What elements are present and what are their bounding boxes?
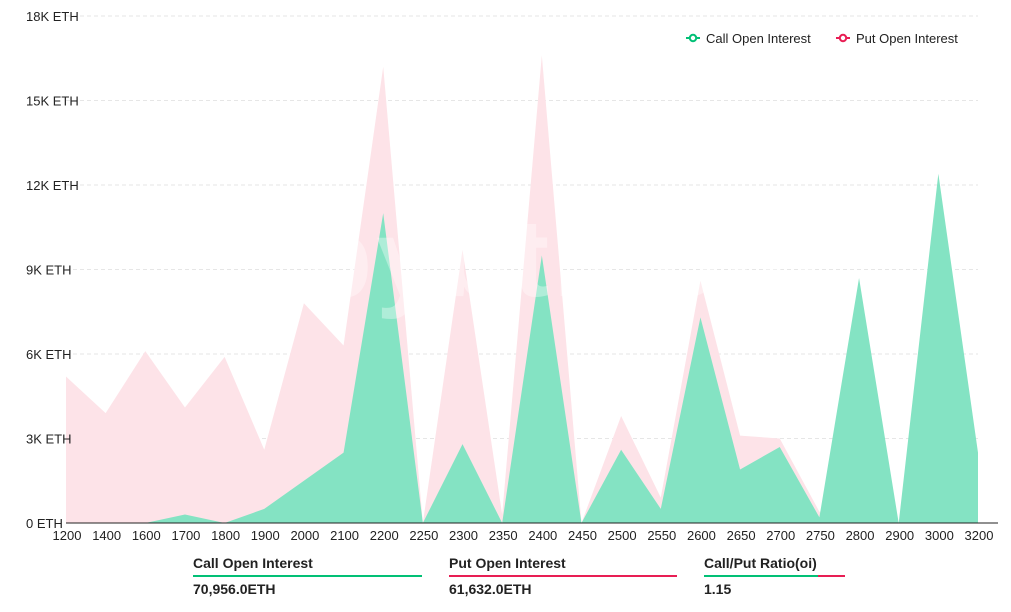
y-tick-label: 12K ETH	[26, 178, 79, 193]
x-tick-label: 1900	[251, 528, 280, 543]
call-oi-label: Call Open Interest	[193, 555, 313, 571]
x-tick-label: 2800	[846, 528, 875, 543]
x-tick-label: 2000	[290, 528, 319, 543]
y-tick-label: 9K ETH	[26, 263, 72, 278]
put-oi-area	[66, 55, 978, 523]
x-tick-label: 2500	[608, 528, 637, 543]
ratio-underline	[704, 575, 845, 577]
x-tick-label: 2600	[687, 528, 716, 543]
open-interest-chart: 0 ETH 3K ETH 6K ETH 9K ETH 12K ETH 15K ETH 18K…	[26, 9, 998, 543]
x-tick-label: 1600	[132, 528, 161, 543]
put-oi-stat: Put Open Interest 61,632.0ETH	[449, 555, 677, 597]
x-tick-label: 2350	[489, 528, 518, 543]
x-tick-label: 1800	[211, 528, 240, 543]
x-tick-label: 2900	[885, 528, 914, 543]
legend-call-oi: Call Open Interest	[706, 31, 811, 46]
y-tick-label: 3K ETH	[26, 432, 72, 447]
x-tick-label: 2300	[449, 528, 478, 543]
x-tick-label: 1200	[53, 528, 82, 543]
y-tick-label: 6K ETH	[26, 347, 72, 362]
y-tick-label: 0 ETH	[26, 516, 63, 531]
x-tick-label: 3200	[965, 528, 994, 543]
ratio-label: Call/Put Ratio(oi)	[704, 555, 817, 571]
summary-stats: Call Open Interest 70,956.0ETH Put Open …	[0, 555, 1011, 612]
put-oi-label: Put Open Interest	[449, 555, 566, 571]
call-put-ratio-stat: Call/Put Ratio(oi) 1.15	[704, 555, 845, 597]
x-tick-label: 2400	[528, 528, 557, 543]
axes: 0 ETH 3K ETH 6K ETH 9K ETH 12K ETH 15K ETH 18K…	[26, 9, 998, 543]
call-oi-value: 70,956.0ETH	[193, 581, 276, 597]
ratio-value: 1.15	[704, 581, 732, 597]
legend-put-oi: Put Open Interest	[856, 31, 958, 46]
call-oi-area	[66, 173, 978, 523]
x-tick-label: 2100	[330, 528, 359, 543]
call-oi-underline	[193, 575, 422, 577]
x-tick-label: 2200	[370, 528, 399, 543]
x-tick-label: 2700	[766, 528, 795, 543]
legend-swatch-dot	[838, 33, 848, 43]
x-tick-label: 2550	[647, 528, 676, 543]
legend[interactable]: Call Open Interest Put Open Interest	[686, 31, 958, 46]
legend-swatch-dot	[688, 33, 698, 43]
x-tick-label: 1400	[92, 528, 121, 543]
x-tick-label: 2650	[727, 528, 756, 543]
series-areas	[66, 55, 978, 523]
put-oi-underline	[449, 575, 677, 577]
x-tick-label: 2450	[568, 528, 597, 543]
x-tick-label: 2250	[409, 528, 438, 543]
x-tick-label: 3000	[925, 528, 954, 543]
call-oi-stat: Call Open Interest 70,956.0ETH	[193, 555, 422, 597]
x-tick-label: 1700	[171, 528, 200, 543]
y-tick-label: 18K ETH	[26, 9, 79, 24]
y-tick-label: 15K ETH	[26, 94, 79, 109]
x-tick-label: 2750	[806, 528, 835, 543]
put-oi-value: 61,632.0ETH	[449, 581, 532, 597]
